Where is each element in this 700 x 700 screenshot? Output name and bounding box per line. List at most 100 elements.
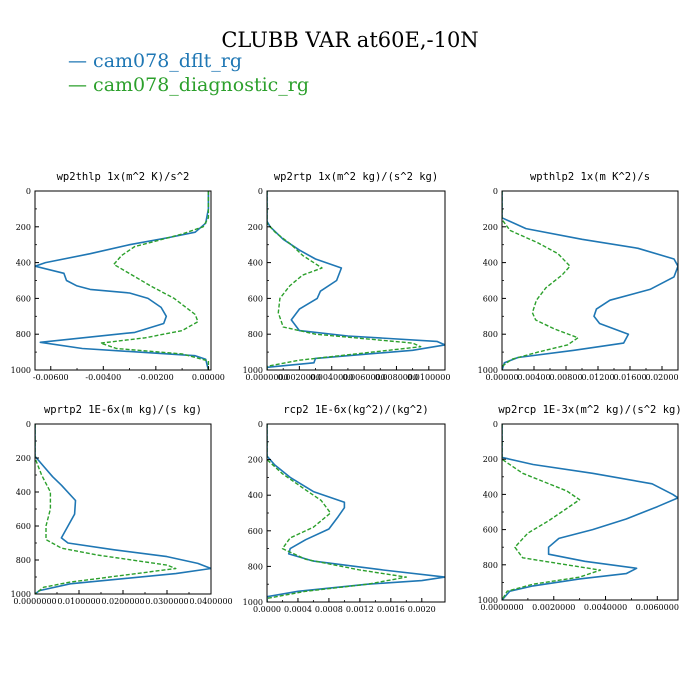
legend-entry-dflt: — cam078_dflt_rg — [68, 50, 242, 72]
y-tick-label: 0 — [258, 187, 263, 196]
y-tick-label: 400 — [483, 490, 498, 499]
y-tick-label: 800 — [483, 330, 498, 339]
x-tick-label: 0.00400 — [517, 373, 550, 382]
y-tick-label: 400 — [483, 259, 498, 268]
y-tick-label: 200 — [16, 454, 31, 463]
y-tick-label: 0 — [493, 420, 498, 429]
y-tick-label: 600 — [248, 294, 263, 303]
y-tick-label: 400 — [248, 259, 263, 268]
x-tick-label: 0.0000000 — [480, 603, 523, 612]
plot-frame — [266, 423, 446, 603]
series-line-dflt — [267, 191, 445, 370]
x-tick-label: 0.0100000 — [57, 597, 100, 606]
panel-rcp2: rcp2 1E-6x(kg^2)/(kg^2) 0 200 400 600 800 1000… — [243, 404, 446, 614]
y-tick-label: 800 — [248, 562, 263, 571]
x-tick-label: 0.0100000 — [407, 373, 450, 382]
x-tick-label: 0.0016 — [377, 605, 405, 614]
x-tick-label: -0.00600 — [33, 373, 69, 382]
panel-title: wp2thlp 1x(m^2 K)/s^2 — [57, 171, 190, 183]
x-tick-label: 0.0008 — [315, 605, 343, 614]
x-tick-label: 0.0400000 — [189, 597, 232, 606]
x-tick-label: 0.0020 — [408, 605, 436, 614]
y-tick-label: 800 — [16, 330, 31, 339]
panel-title: wprtp2 1E-6x(m kg)/(s kg) — [44, 404, 202, 416]
legend-label-dflt: cam078_dflt_rg — [93, 50, 242, 72]
series-line-dflt — [502, 191, 678, 370]
panel-wprtp2: wprtp2 1E-6x(m kg)/(s kg) 0 200 400 600 800 10… — [11, 404, 233, 606]
y-tick-label: 400 — [248, 491, 263, 500]
x-tick-label: 0.0000000 — [245, 373, 288, 382]
figure-title: CLUBB VAR at60E,-10N — [221, 28, 478, 52]
x-tick-label: 0.0012 — [346, 605, 374, 614]
x-tick-label: 0.0200000 — [101, 597, 144, 606]
y-tick-label: 0 — [26, 420, 31, 429]
plot-frame — [266, 190, 446, 371]
y-tick-label: 800 — [16, 556, 31, 565]
panel-title: wpthlp2 1x(m K^2)/s — [530, 171, 650, 183]
legend-dash-diagnostic: — — [68, 74, 93, 96]
y-tick-label: 1000 — [243, 598, 263, 607]
y-tick-label: 200 — [248, 223, 263, 232]
panel-wp2thlp: wp2thlp 1x(m^2 K)/s^202004006008001000-0… — [11, 171, 225, 382]
series-line-diagnostic — [502, 424, 602, 600]
x-tick-label: -0.00400 — [85, 373, 121, 382]
y-tick-label: 1000 — [478, 366, 498, 375]
plot-frame — [501, 190, 679, 371]
panel-wp2rtp: wp2rtp 1x(m^2 kg)/(s^2 kg) 0 200 400 600 800 1… — [243, 171, 451, 382]
y-tick-label: 1000 — [11, 366, 31, 375]
x-tick-label: -0.00200 — [138, 373, 174, 382]
y-tick-label: 200 — [16, 223, 31, 232]
x-tick-label: 0.0020000 — [532, 603, 575, 612]
y-tick-label: 0 — [258, 420, 263, 429]
panel-wp2rcp: wp2rcp 1E-3x(m^2 kg)/(s^2 kg)0 200 400 600 8… — [478, 404, 682, 612]
plot-frame — [34, 423, 212, 595]
y-tick-label: 400 — [16, 488, 31, 497]
x-tick-label: 0.02000 — [645, 373, 678, 382]
series-line-dflt — [35, 191, 210, 370]
series-line-dflt — [502, 424, 678, 600]
y-tick-label: 1000 — [478, 596, 498, 605]
series-line-diagnostic — [502, 191, 579, 370]
series-line-diagnostic — [99, 191, 210, 370]
x-tick-label: 0.0080000 — [375, 373, 418, 382]
series-line-dflt — [35, 424, 211, 594]
y-tick-label: 400 — [16, 259, 31, 268]
panel-title: rcp2 1E-6x(kg^2)/(kg^2) — [283, 404, 428, 416]
y-tick-label: 1000 — [11, 590, 31, 599]
y-tick-label: 200 — [248, 456, 263, 465]
panel-title: wp2rcp 1E-3x(m^2 kg)/(s^2 kg) — [498, 404, 681, 416]
legend: — cam078_dflt_rg — cam078_diagnostic_rg — [68, 50, 309, 96]
y-tick-label: 600 — [16, 522, 31, 531]
panel-title: wp2rtp 1x(m^2 kg)/(s^2 kg) — [274, 171, 438, 183]
legend-dash-dflt: — — [68, 50, 93, 72]
y-tick-label: 0 — [493, 187, 498, 196]
plot-frame — [34, 190, 212, 371]
y-tick-label: 600 — [248, 527, 263, 536]
y-tick-label: 200 — [483, 223, 498, 232]
y-tick-label: 800 — [248, 330, 263, 339]
x-tick-label: 0.0020000 — [278, 373, 321, 382]
series-line-diagnostic — [267, 191, 422, 370]
x-tick-label: 0.0060000 — [342, 373, 385, 382]
x-tick-label: 0.0300000 — [145, 597, 188, 606]
series-line-diagnostic — [35, 424, 177, 594]
x-tick-label: 0.00000 — [485, 373, 518, 382]
x-tick-label: 0.0040000 — [310, 373, 353, 382]
x-tick-label: 0.01200 — [581, 373, 614, 382]
y-tick-label: 600 — [16, 294, 31, 303]
panel-wpthlp2: wpthlp2 1x(m K^2)/s020040060080010000.00… — [478, 171, 679, 382]
y-tick-label: 600 — [483, 294, 498, 303]
x-tick-label: 0.0000 — [253, 605, 281, 614]
series-line-dflt — [267, 424, 445, 602]
y-tick-label: 200 — [483, 455, 498, 464]
y-tick-label: 1000 — [243, 366, 263, 375]
y-tick-label: 0 — [26, 187, 31, 196]
x-tick-label: 0.01600 — [613, 373, 646, 382]
x-tick-label: 0.0004 — [284, 605, 312, 614]
y-tick-label: 800 — [483, 561, 498, 570]
series-line-diagnostic — [267, 424, 407, 602]
legend-entry-diagnostic: — cam078_diagnostic_rg — [68, 74, 309, 96]
x-tick-label: 0.0040000 — [584, 603, 627, 612]
y-tick-label: 600 — [483, 526, 498, 535]
